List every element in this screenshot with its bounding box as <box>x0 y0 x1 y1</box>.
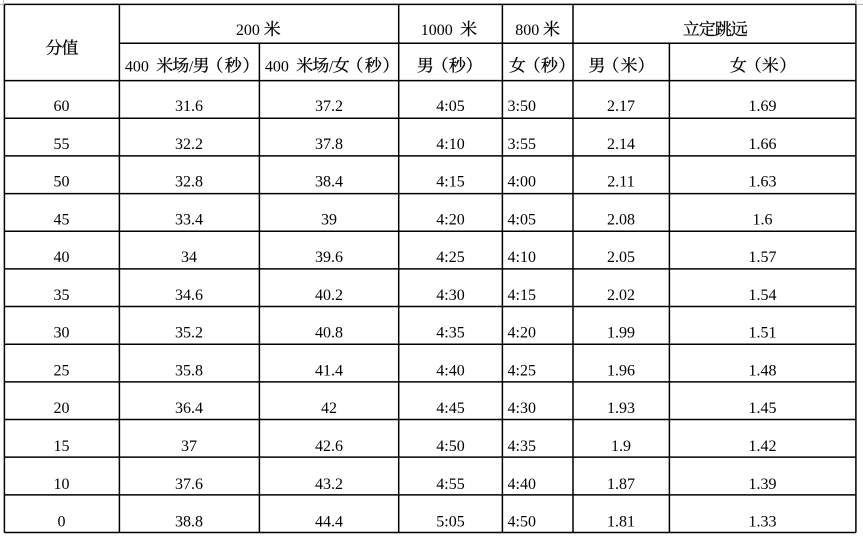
svg-text:4:30: 4:30 <box>436 287 464 304</box>
svg-text:55: 55 <box>54 136 70 153</box>
svg-text:1.57: 1.57 <box>749 249 777 266</box>
svg-text:4:10: 4:10 <box>508 249 536 266</box>
svg-text:/: / <box>189 58 194 75</box>
svg-text:1.69: 1.69 <box>749 98 777 115</box>
svg-text:2.14: 2.14 <box>607 136 635 153</box>
svg-text:0: 0 <box>58 514 66 531</box>
svg-text:1.48: 1.48 <box>749 362 777 379</box>
svg-text:30: 30 <box>54 325 70 342</box>
svg-text:40.8: 40.8 <box>315 325 343 342</box>
svg-text:4:15: 4:15 <box>508 287 536 304</box>
svg-text:20: 20 <box>54 400 70 417</box>
svg-text:38.8: 38.8 <box>175 514 203 531</box>
svg-text:1.39: 1.39 <box>749 476 777 493</box>
svg-text:1.33: 1.33 <box>749 514 777 531</box>
svg-text:4:00: 4:00 <box>508 174 536 191</box>
svg-text:15: 15 <box>54 438 70 455</box>
svg-text:40.2: 40.2 <box>315 287 343 304</box>
svg-text:1.54: 1.54 <box>749 287 777 304</box>
svg-text:60: 60 <box>54 98 70 115</box>
svg-text:4:05: 4:05 <box>508 211 536 228</box>
svg-text:4:10: 4:10 <box>436 136 464 153</box>
svg-text:31.6: 31.6 <box>175 98 203 115</box>
svg-text:4:55: 4:55 <box>436 476 464 493</box>
svg-text:1.87: 1.87 <box>607 476 635 493</box>
svg-text:3:50: 3:50 <box>508 98 536 115</box>
svg-text:35: 35 <box>54 287 70 304</box>
svg-text:2.02: 2.02 <box>607 287 635 304</box>
svg-text:41.4: 41.4 <box>315 362 343 379</box>
svg-text:2.11: 2.11 <box>607 174 634 191</box>
svg-text:400: 400 <box>265 58 289 75</box>
svg-text:4:05: 4:05 <box>436 98 464 115</box>
svg-text:37.2: 37.2 <box>315 98 343 115</box>
svg-text:1.96: 1.96 <box>607 362 635 379</box>
svg-text:4:35: 4:35 <box>436 325 464 342</box>
svg-text:4:30: 4:30 <box>508 400 536 417</box>
svg-text:39: 39 <box>321 211 337 228</box>
svg-text:1.42: 1.42 <box>749 438 777 455</box>
svg-text:4:25: 4:25 <box>508 362 536 379</box>
svg-text:40: 40 <box>54 249 70 266</box>
svg-text:1.93: 1.93 <box>607 400 635 417</box>
svg-text:50: 50 <box>54 174 70 191</box>
svg-text:37.8: 37.8 <box>315 136 343 153</box>
svg-text:1.81: 1.81 <box>607 514 635 531</box>
svg-text:35.8: 35.8 <box>175 362 203 379</box>
svg-text:37: 37 <box>181 438 197 455</box>
svg-text:4:15: 4:15 <box>436 174 464 191</box>
svg-text:42.6: 42.6 <box>315 438 343 455</box>
svg-text:34: 34 <box>181 249 197 266</box>
svg-text:2.05: 2.05 <box>607 249 635 266</box>
svg-text:25: 25 <box>54 362 70 379</box>
svg-text:32.8: 32.8 <box>175 174 203 191</box>
svg-text:1.9: 1.9 <box>611 438 631 455</box>
svg-text:33.4: 33.4 <box>175 211 203 228</box>
svg-text:35.2: 35.2 <box>175 325 203 342</box>
svg-text:2.17: 2.17 <box>607 98 635 115</box>
svg-text:32.2: 32.2 <box>175 136 203 153</box>
svg-text:4:50: 4:50 <box>436 438 464 455</box>
svg-text:1.6: 1.6 <box>753 211 773 228</box>
svg-text:38.4: 38.4 <box>315 174 343 191</box>
svg-text:800: 800 <box>515 22 539 39</box>
svg-text:4:40: 4:40 <box>436 362 464 379</box>
svg-text:4:20: 4:20 <box>436 211 464 228</box>
svg-text:1.45: 1.45 <box>749 400 777 417</box>
svg-text:4:40: 4:40 <box>508 476 536 493</box>
svg-text:4:20: 4:20 <box>508 325 536 342</box>
svg-text:400: 400 <box>125 58 149 75</box>
svg-text:45: 45 <box>54 211 70 228</box>
svg-text:34.6: 34.6 <box>175 287 203 304</box>
svg-text:42: 42 <box>321 400 337 417</box>
svg-text:3:55: 3:55 <box>508 136 536 153</box>
svg-text:10: 10 <box>54 476 70 493</box>
svg-text:5:05: 5:05 <box>436 514 464 531</box>
svg-text:44.4: 44.4 <box>315 514 343 531</box>
svg-text:4:25: 4:25 <box>436 249 464 266</box>
svg-text:39.6: 39.6 <box>315 249 343 266</box>
svg-text:/: / <box>329 58 334 75</box>
svg-text:1.66: 1.66 <box>749 136 777 153</box>
svg-text:4:35: 4:35 <box>508 438 536 455</box>
svg-text:1000: 1000 <box>421 22 453 39</box>
svg-text:36.4: 36.4 <box>175 400 203 417</box>
svg-text:4:45: 4:45 <box>436 400 464 417</box>
svg-text:37.6: 37.6 <box>175 476 203 493</box>
svg-text:2.08: 2.08 <box>607 211 635 228</box>
svg-text:200: 200 <box>236 22 260 39</box>
svg-text:1.51: 1.51 <box>749 325 777 342</box>
svg-text:1.99: 1.99 <box>607 325 635 342</box>
svg-text:4:50: 4:50 <box>508 514 536 531</box>
svg-text:43.2: 43.2 <box>315 476 343 493</box>
svg-text:1.63: 1.63 <box>749 174 777 191</box>
